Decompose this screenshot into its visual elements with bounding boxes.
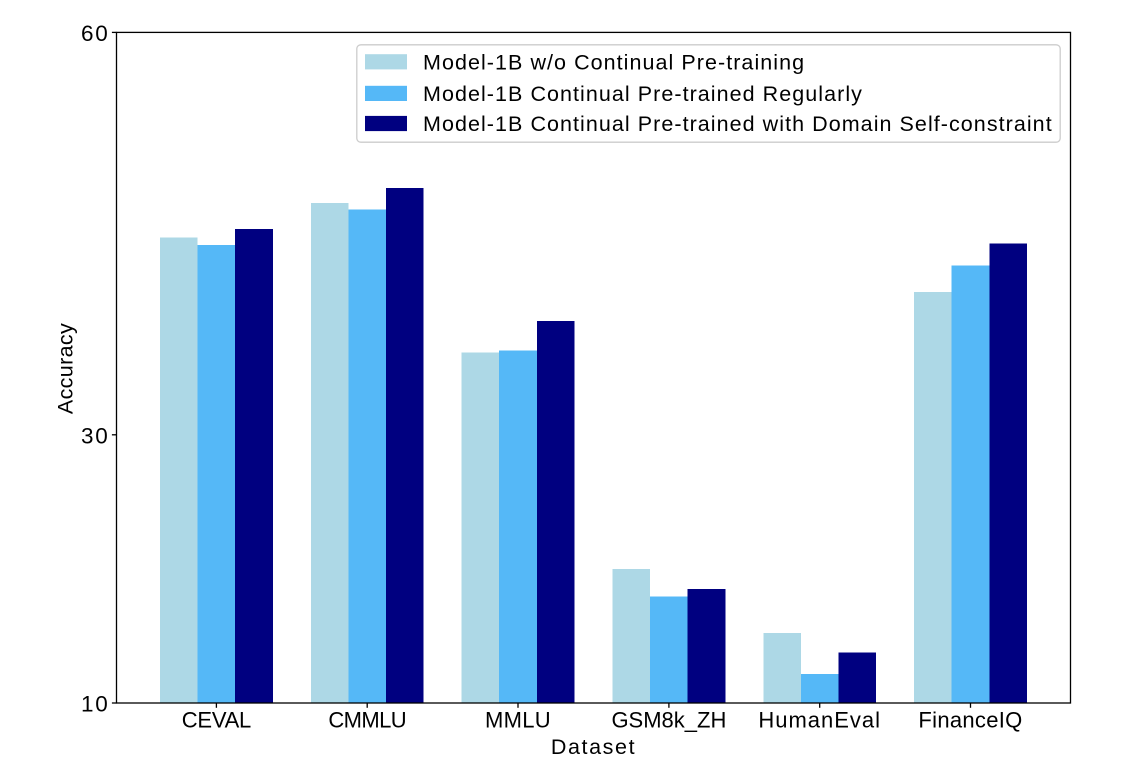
svg-text:CEVAL: CEVAL xyxy=(182,708,251,733)
svg-text:CMMLU: CMMLU xyxy=(328,708,406,733)
svg-text:60: 60 xyxy=(81,21,110,46)
svg-text:30: 30 xyxy=(81,424,110,449)
svg-text:10: 10 xyxy=(81,692,110,717)
svg-text:GSM8k_ZH: GSM8k_ZH xyxy=(611,708,726,733)
svg-text:Dataset: Dataset xyxy=(551,735,636,759)
svg-text:FinanceIQ: FinanceIQ xyxy=(918,708,1022,733)
svg-text:Model-1B w/o Continual Pre-tra: Model-1B w/o Continual Pre-training xyxy=(423,51,805,75)
svg-text:Model-1B Continual Pre-trained: Model-1B Continual Pre-trained with Doma… xyxy=(423,112,1053,136)
svg-text:Model-1B Continual Pre-trained: Model-1B Continual Pre-trained Regularly xyxy=(423,82,863,106)
svg-text:Accuracy: Accuracy xyxy=(53,323,77,414)
svg-text:HumanEval: HumanEval xyxy=(758,708,881,733)
svg-text:MMLU: MMLU xyxy=(485,708,551,733)
